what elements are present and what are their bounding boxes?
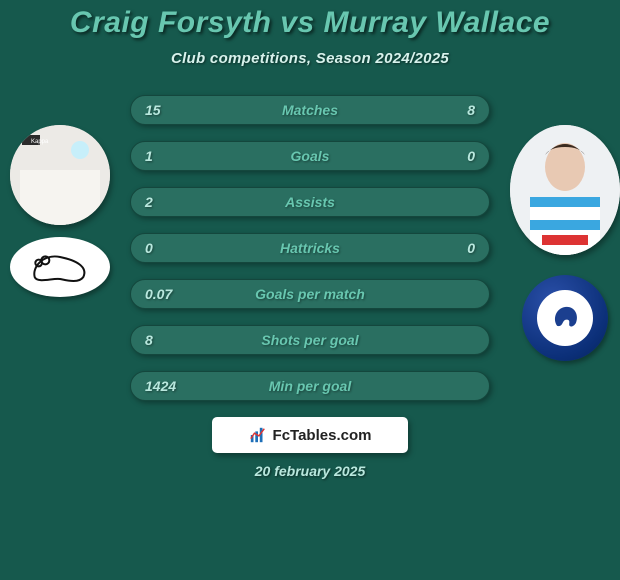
stat-row: 2 Assists bbox=[130, 187, 490, 217]
comparison-card: Craig Forsyth vs Murray Wallace Club com… bbox=[0, 0, 620, 580]
stat-left-value: 0.07 bbox=[145, 286, 172, 302]
vs-word: vs bbox=[280, 6, 314, 39]
stat-left-value: 0 bbox=[145, 240, 153, 256]
stat-label: Min per goal bbox=[269, 378, 351, 394]
stat-left-value: 1424 bbox=[145, 378, 176, 394]
stat-row: 8 Shots per goal bbox=[130, 325, 490, 355]
brand-text: FcTables.com bbox=[273, 427, 372, 444]
subtitle: Club competitions, Season 2024/2025 bbox=[0, 50, 620, 67]
player2-name: Murray Wallace bbox=[324, 6, 551, 39]
player1-name: Craig Forsyth bbox=[70, 6, 272, 39]
stat-left-value: 2 bbox=[145, 194, 153, 210]
footer-brand-badge[interactable]: FcTables.com bbox=[212, 417, 408, 453]
stat-label: Goals per match bbox=[255, 286, 365, 302]
stat-row: 0 Hattricks 0 bbox=[130, 233, 490, 263]
stat-label: Shots per goal bbox=[261, 332, 358, 348]
stat-right-value: 8 bbox=[467, 102, 475, 118]
stat-left-value: 15 bbox=[145, 102, 161, 118]
stat-row: 1 Goals 0 bbox=[130, 141, 490, 171]
stat-right-value: 0 bbox=[467, 148, 475, 164]
stat-row: 0.07 Goals per match bbox=[130, 279, 490, 309]
page-title: Craig Forsyth vs Murray Wallace bbox=[0, 6, 620, 40]
stats-list: 15 Matches 8 1 Goals 0 2 Assists 0 Hattricks 0 0.07… bbox=[0, 95, 620, 401]
chart-icon bbox=[249, 426, 267, 444]
stat-label: Hattricks bbox=[280, 240, 340, 256]
stat-label: Matches bbox=[282, 102, 338, 118]
stat-row: 15 Matches 8 bbox=[130, 95, 490, 125]
date-text: 20 february 2025 bbox=[0, 463, 620, 479]
stat-label: Goals bbox=[291, 148, 330, 164]
stat-row: 1424 Min per goal bbox=[130, 371, 490, 401]
stat-label: Assists bbox=[285, 194, 335, 210]
stat-left-value: 8 bbox=[145, 332, 153, 348]
stat-right-value: 0 bbox=[467, 240, 475, 256]
stat-left-value: 1 bbox=[145, 148, 153, 164]
